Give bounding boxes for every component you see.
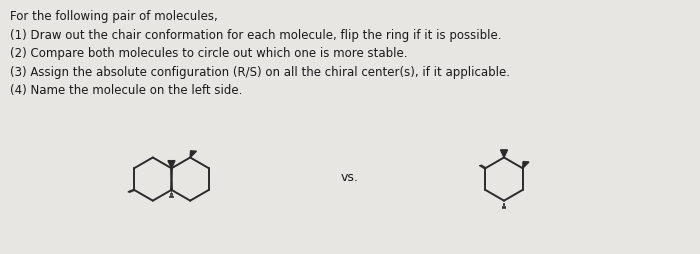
Text: For the following pair of molecules,: For the following pair of molecules, xyxy=(10,10,218,23)
Text: (1) Draw out the chair conformation for each molecule, flip the ring if it is po: (1) Draw out the chair conformation for … xyxy=(10,29,502,42)
Polygon shape xyxy=(168,161,175,168)
Polygon shape xyxy=(500,150,508,157)
Text: (4) Name the molecule on the left side.: (4) Name the molecule on the left side. xyxy=(10,84,243,97)
Polygon shape xyxy=(523,162,529,168)
Text: (2) Compare both molecules to circle out which one is more stable.: (2) Compare both molecules to circle out… xyxy=(10,47,408,60)
Text: vs.: vs. xyxy=(341,171,359,184)
Text: (3) Assign the absolute configuration (R/S) on all the chiral center(s), if it a: (3) Assign the absolute configuration (R… xyxy=(10,66,510,79)
Polygon shape xyxy=(190,151,197,157)
